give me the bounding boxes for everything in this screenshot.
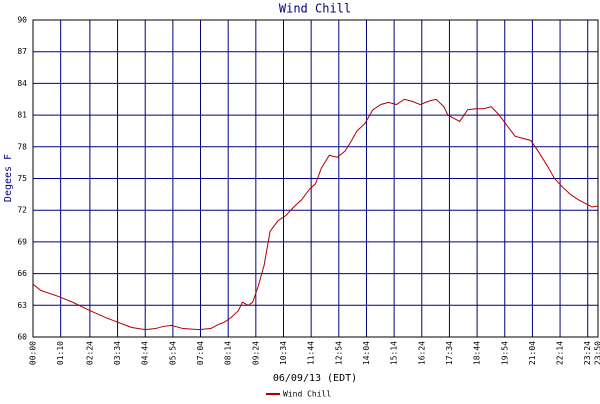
y-tick-label: 75 xyxy=(17,174,27,183)
x-tick-label: 04:44 xyxy=(141,341,150,365)
x-tick-label: 08:14 xyxy=(224,341,233,365)
x-tick-label: 19:54 xyxy=(500,341,509,365)
legend-label: Wind Chill xyxy=(283,390,331,399)
y-tick-label: 66 xyxy=(17,269,27,278)
x-tick-label: 17:34 xyxy=(445,341,454,365)
x-tick-label: 05:54 xyxy=(168,341,177,365)
x-tick-label: 14:04 xyxy=(362,341,371,365)
y-tick-label: 72 xyxy=(17,206,27,215)
y-tick-label: 90 xyxy=(17,16,27,25)
x-tick-label: 01:10 xyxy=(56,341,65,365)
x-tick-label: 23:50 xyxy=(594,341,600,365)
x-tick-label: 11:44 xyxy=(307,341,316,365)
y-tick-label: 87 xyxy=(17,47,27,56)
y-tick-label: 78 xyxy=(17,142,27,151)
x-tick-label: 09:24 xyxy=(251,341,260,365)
y-tick-label: 81 xyxy=(17,111,27,120)
x-tick-label: 16:24 xyxy=(417,341,426,365)
x-tick-label: 07:04 xyxy=(196,341,205,365)
x-tick-label: 10:34 xyxy=(279,341,288,365)
chart-title: Wind Chill xyxy=(279,2,351,16)
x-tick-label: 03:34 xyxy=(113,341,122,365)
x-axis-label: 06/09/13 (EDT) xyxy=(273,373,357,384)
x-tick-label: 23:24 xyxy=(583,341,592,365)
x-tick-label: 00:00 xyxy=(29,341,38,365)
x-tick-label: 02:24 xyxy=(85,341,94,365)
x-tick-label: 22:14 xyxy=(556,341,565,365)
x-tick-label: 12:54 xyxy=(334,341,343,365)
x-tick-label: 15:14 xyxy=(390,341,399,365)
x-tick-label: 18:44 xyxy=(473,341,482,365)
y-axis-label: Degees F xyxy=(3,154,14,202)
x-tick-label: 21:04 xyxy=(528,341,537,365)
y-tick-label: 63 xyxy=(17,301,27,310)
y-tick-label: 60 xyxy=(17,333,27,342)
y-tick-label: 69 xyxy=(17,237,27,246)
y-tick-label: 84 xyxy=(17,79,27,88)
